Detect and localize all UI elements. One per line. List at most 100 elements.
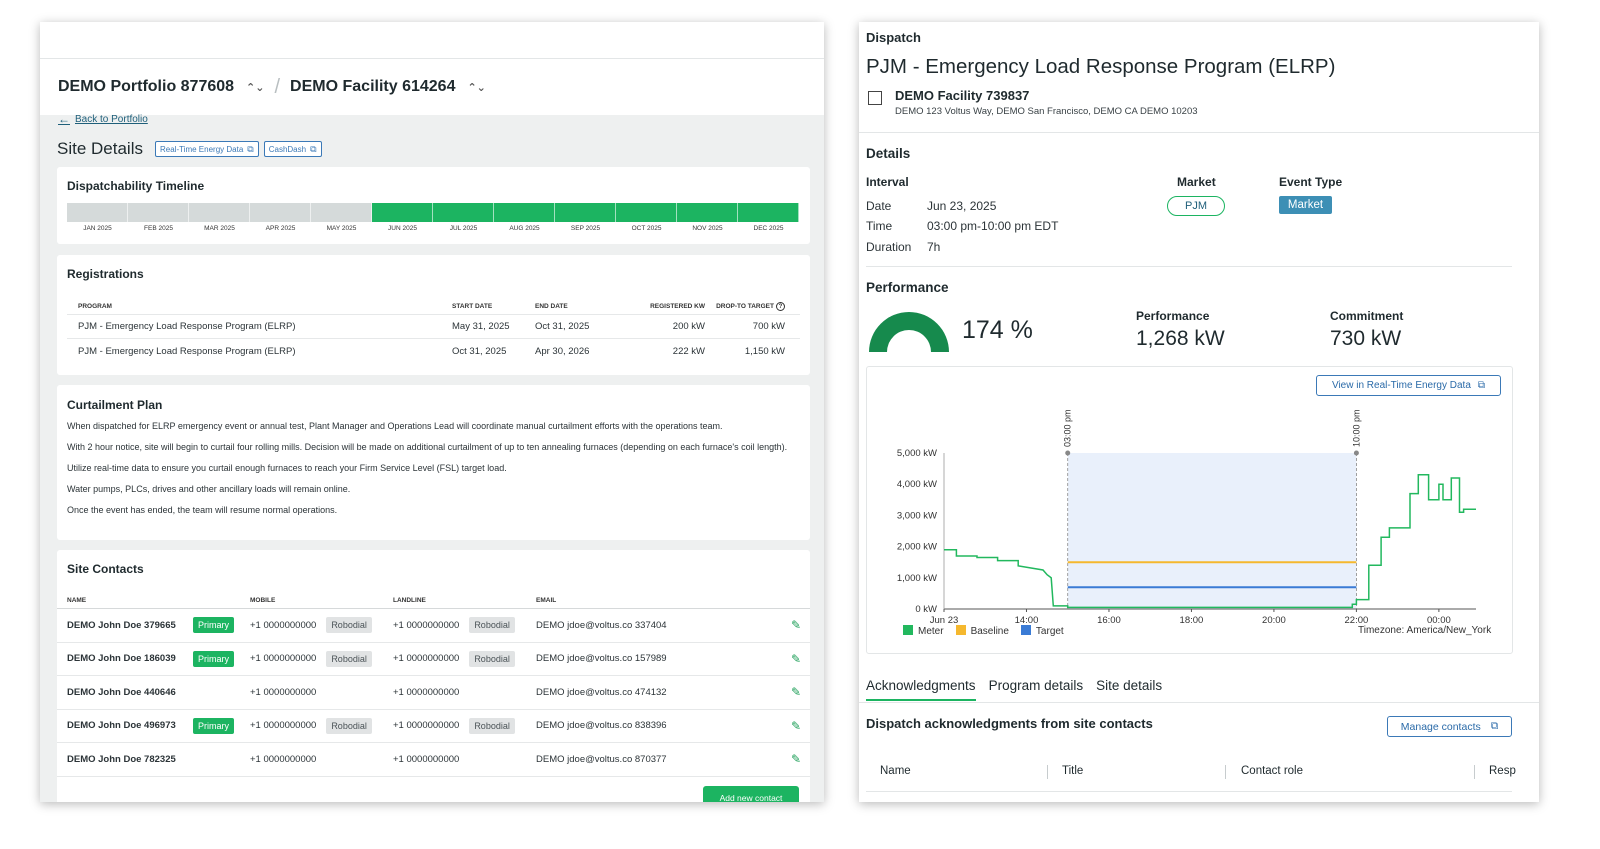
contacts-title: Site Contacts [67, 562, 144, 576]
date-label: Date [866, 199, 892, 213]
legend-label: Baseline [970, 626, 1009, 637]
tab-site-details[interactable]: Site details [1096, 678, 1163, 693]
back-to-portfolio-link[interactable]: ← Back to Portfolio [58, 112, 148, 126]
facility-chevron-icon[interactable]: ⌃⌄ [467, 81, 486, 94]
registrations-table: PROGRAM START DATE END DATE REGISTERED K… [67, 299, 800, 363]
timeline-segment [433, 203, 494, 222]
building-icon [868, 91, 882, 105]
table-header: NAME MOBILE LANDLINE EMAIL [57, 592, 810, 609]
commitment-value: 730 kW [1330, 327, 1402, 350]
col-drop-to-target-label: DROP-TO TARGET [716, 303, 774, 310]
edit-icon[interactable]: ✎ [790, 718, 802, 733]
portfolio-chevron-icon[interactable]: ⌃⌄ [246, 81, 265, 94]
event-window-label: 03:00 pm [1063, 409, 1073, 447]
real-time-energy-data-link[interactable]: Real-Time Energy Data ⧉ [154, 141, 259, 157]
tab-program-details[interactable]: Program details [988, 678, 1084, 693]
name-cell: DEMO John Doe 440646 [67, 687, 250, 698]
performance-gauge [869, 312, 949, 352]
drop-to-target-cell: 1,150 kW [744, 345, 785, 357]
duration-label: Duration [866, 240, 912, 254]
contact-name: DEMO John Doe 440646 [67, 686, 176, 698]
event-window-marker [1065, 450, 1071, 456]
performance-label: Performance [1136, 309, 1210, 323]
mobile-cell: +1 0000000000 [250, 687, 393, 698]
x-tick-label: 22:00 [1345, 615, 1369, 626]
curtailment-paragraph: Once the event has ended, the team will … [67, 505, 338, 515]
column-separator [1474, 765, 1475, 779]
x-tick-label: 00:00 [1427, 615, 1451, 626]
edit-icon[interactable]: ✎ [790, 685, 802, 700]
timeline-segment [555, 203, 616, 222]
chip-label: CashDash [268, 144, 307, 154]
mobile-number: +1 0000000000 [250, 720, 317, 732]
table-row: DEMO John Doe 496973 Primary +1 0000000000… [57, 710, 810, 743]
landline-cell: +1 0000000000 Robodial [393, 617, 536, 634]
landline-cell: +1 0000000000 [393, 754, 536, 765]
series-meter-line [944, 474, 1476, 609]
y-tick-label: 5,000 kW [897, 448, 937, 459]
legend-swatch [955, 625, 966, 635]
column-separator [1047, 765, 1048, 779]
edit-icon[interactable]: ✎ [790, 651, 802, 666]
table-row: DEMO John Doe 186039 Primary +1 0000000000… [57, 643, 810, 676]
facility-info: DEMO Facility 739837 DEMO 123 Voltus Way… [868, 88, 1198, 117]
manage-contacts-button[interactable]: Manage contacts ⧉ [1387, 716, 1512, 737]
y-tick-label: 0 kW [915, 604, 937, 615]
robodial-badge: Robodial [469, 650, 515, 667]
manage-button-label: Manage contacts [1400, 720, 1481, 733]
contact-name: DEMO John Doe 379665 [67, 619, 176, 631]
timeline-month-label: JAN 2025 [83, 225, 112, 232]
y-tick-label: 3,000 kW [897, 510, 937, 521]
legend-swatch [1020, 625, 1031, 635]
divider [866, 266, 1512, 267]
col-name: NAME [67, 596, 87, 604]
landline-number: +1 0000000000 [393, 619, 460, 631]
x-tick-label: 14:00 [1015, 615, 1039, 626]
facility-address: DEMO 123 Voltus Way, DEMO San Francisco,… [895, 106, 1198, 117]
market-badge: PJM [1167, 196, 1225, 216]
divider [859, 702, 1539, 703]
col-registered-kw: REGISTERED KW [650, 303, 705, 310]
y-tick-label: 2,000 kW [897, 542, 937, 553]
col-mobile: MOBILE [250, 596, 276, 604]
robodial-badge: Robodial [326, 650, 372, 667]
tab-acknowledgments[interactable]: Acknowledgments [866, 678, 976, 701]
legend-meter: Meter [903, 625, 944, 637]
acknowledgments-title: Dispatch acknowledgments from site conta… [866, 716, 1153, 731]
view-real-time-energy-data-button[interactable]: View in Real-Time Energy Data ⧉ [1316, 375, 1501, 396]
col-start-date: START DATE [452, 303, 493, 310]
col-email: EMAIL [536, 596, 557, 604]
timeline-segment [128, 203, 189, 222]
curtailment-paragraph: Water pumps, PLCs, drives and other anci… [67, 484, 351, 494]
facility-name: DEMO Facility 739837 [895, 88, 1030, 103]
contact-name: DEMO John Doe 496973 [67, 720, 176, 732]
timeline-month-label: OCT 2025 [631, 225, 662, 232]
acknowledgments-table-header: Name Title Contact role Resp [866, 757, 1526, 791]
col-response: Resp [1489, 765, 1516, 777]
help-icon[interactable]: ? [776, 302, 785, 311]
timeline-month-label: FEB 2025 [144, 225, 173, 232]
top-bar [40, 22, 824, 59]
portfolio-selector[interactable]: DEMO Portfolio 877608 [58, 78, 235, 95]
add-new-contact-button[interactable]: Add new contact [703, 786, 799, 802]
cashdash-link[interactable]: CashDash ⧉ [263, 141, 322, 157]
x-tick-label: 18:00 [1180, 615, 1204, 626]
facility-selector[interactable]: DEMO Facility 614264 [290, 78, 456, 95]
name-cell: DEMO John Doe 496973 Primary [67, 717, 250, 734]
timeline-segment [250, 203, 311, 222]
event-window-label: 10:00 pm [1351, 409, 1361, 447]
name-cell: DEMO John Doe 379665 Primary [67, 617, 250, 634]
primary-badge: Primary [193, 717, 234, 734]
time-value: 03:00 pm-10:00 pm EDT [927, 219, 1059, 233]
performance-title: Performance [866, 280, 949, 295]
market-label: Market [1177, 175, 1216, 189]
edit-icon[interactable]: ✎ [790, 752, 802, 767]
edit-icon[interactable]: ✎ [790, 618, 802, 633]
mobile-cell: +1 0000000000 [250, 754, 393, 765]
timeline-month-labels: JAN 2025 FEB 2025 MAR 2025 APR 2025 MAY 2025… [67, 225, 799, 232]
x-tick-label: 20:00 [1262, 615, 1286, 626]
table-header: PROGRAM START DATE END DATE REGISTERED K… [67, 299, 800, 315]
timeline-segment [738, 203, 799, 222]
drop-to-target-cell: 700 kW [752, 321, 785, 332]
legend-label: Target [1035, 626, 1064, 637]
